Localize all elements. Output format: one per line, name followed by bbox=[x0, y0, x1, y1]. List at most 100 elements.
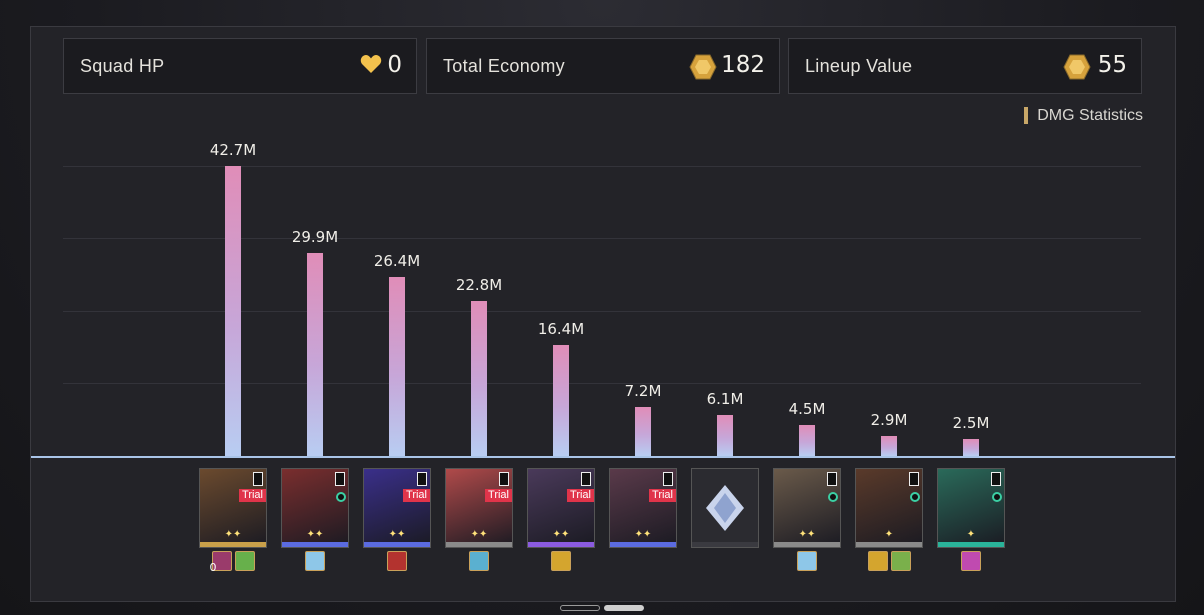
unit-card[interactable]: Trial ✦✦ bbox=[445, 468, 513, 548]
eidolon-icon bbox=[581, 472, 591, 486]
grid-line bbox=[63, 311, 1141, 312]
grid-line bbox=[63, 166, 1141, 167]
damage-bar bbox=[307, 252, 323, 456]
damage-value-label: 2.9M bbox=[870, 411, 908, 430]
damage-bar bbox=[635, 407, 651, 456]
unit-card[interactable]: ✦✦ bbox=[773, 468, 841, 548]
star-rating: ✦ bbox=[966, 529, 976, 540]
equipment-icon[interactable] bbox=[890, 551, 911, 571]
rarity-stripe bbox=[282, 542, 348, 547]
equipment-icon[interactable] bbox=[551, 551, 571, 571]
total-economy-label: Total Economy bbox=[443, 56, 565, 76]
damage-value-label: 22.8M bbox=[455, 276, 503, 295]
equipment-icon[interactable] bbox=[469, 551, 489, 571]
ring-icon bbox=[828, 492, 838, 502]
damage-bar bbox=[799, 425, 815, 456]
damage-panel: Squad HP 0 Total Economy 182 Lineup Valu… bbox=[30, 26, 1176, 602]
rarity-stripe bbox=[528, 542, 594, 547]
grid-line bbox=[63, 383, 1141, 384]
equipment-icon[interactable] bbox=[387, 551, 407, 571]
star-rating: ✦✦ bbox=[224, 529, 242, 540]
damage-value-label: 42.7M bbox=[209, 141, 257, 159]
trial-badge: Trial bbox=[485, 489, 512, 502]
eidolon-icon bbox=[499, 472, 509, 486]
rarity-stripe bbox=[610, 542, 676, 547]
rarity-stripe bbox=[938, 542, 1004, 547]
damage-value-label: 7.2M bbox=[624, 382, 662, 401]
coin-icon bbox=[689, 54, 717, 85]
trial-badge: Trial bbox=[567, 489, 594, 502]
squad-hp-box: Squad HP 0 bbox=[63, 38, 417, 94]
page-dot[interactable] bbox=[560, 605, 600, 611]
rarity-stripe bbox=[200, 542, 266, 547]
unit-card[interactable]: ✦ bbox=[937, 468, 1005, 548]
heart-icon bbox=[360, 54, 382, 79]
trial-badge: Trial bbox=[239, 489, 266, 502]
grid-line bbox=[63, 238, 1141, 239]
equipment-icon[interactable] bbox=[797, 551, 817, 571]
eidolon-icon bbox=[417, 472, 427, 486]
eidolon-icon bbox=[663, 472, 673, 486]
unit-card[interactable] bbox=[691, 468, 759, 548]
equipment-icon[interactable] bbox=[305, 551, 325, 571]
unit-card[interactable]: Trial ✦✦ bbox=[527, 468, 595, 548]
star-rating: ✦✦ bbox=[798, 529, 816, 540]
damage-bar bbox=[963, 439, 979, 456]
damage-value-label: 16.4M bbox=[537, 319, 585, 338]
equipment-icon[interactable]: 0 bbox=[210, 551, 232, 574]
eidolon-icon bbox=[991, 472, 1001, 486]
damage-bar bbox=[553, 344, 569, 456]
rarity-stripe bbox=[856, 542, 922, 547]
eidolon-icon bbox=[253, 472, 263, 486]
rarity-stripe bbox=[364, 542, 430, 547]
equipment-icon[interactable] bbox=[867, 551, 888, 571]
unit-card[interactable]: Trial ✦✦ bbox=[609, 468, 677, 548]
unit-card[interactable]: ✦ bbox=[855, 468, 923, 548]
trial-badge: Trial bbox=[403, 489, 430, 502]
rarity-stripe bbox=[774, 542, 840, 547]
equipment-icon[interactable] bbox=[961, 551, 981, 571]
equipment-icon[interactable] bbox=[234, 551, 255, 571]
eidolon-icon bbox=[827, 472, 837, 486]
squad-hp-label: Squad HP bbox=[80, 56, 165, 76]
eidolon-icon bbox=[909, 472, 919, 486]
page-dot-active[interactable] bbox=[604, 605, 644, 611]
character-portrait bbox=[692, 469, 758, 547]
ring-icon bbox=[910, 492, 920, 502]
equipment-row: 0 bbox=[210, 551, 255, 574]
damage-bar bbox=[717, 414, 733, 456]
star-rating: ✦✦ bbox=[388, 529, 406, 540]
damage-bar bbox=[389, 276, 405, 456]
unit-card[interactable]: Trial ✦✦ bbox=[199, 468, 267, 548]
star-rating: ✦✦ bbox=[552, 529, 570, 540]
total-economy-value: 182 bbox=[721, 52, 765, 78]
page-indicator bbox=[560, 605, 644, 611]
rarity-stripe bbox=[692, 542, 758, 547]
equipment-row bbox=[551, 551, 571, 573]
damage-value-label: 2.5M bbox=[952, 414, 990, 433]
coin-icon bbox=[1063, 54, 1091, 85]
damage-value-label: 26.4M bbox=[373, 251, 421, 270]
equipment-row bbox=[469, 551, 489, 573]
squad-hp-value: 0 bbox=[387, 52, 402, 78]
equipment-row bbox=[387, 551, 407, 573]
total-economy-box: Total Economy 182 bbox=[426, 38, 780, 94]
ring-icon bbox=[992, 492, 1002, 502]
equipment-row bbox=[305, 551, 325, 573]
eidolon-icon bbox=[335, 472, 345, 486]
star-rating: ✦✦ bbox=[306, 529, 324, 540]
unit-card[interactable]: ✦✦ bbox=[281, 468, 349, 548]
damage-bar bbox=[471, 301, 487, 456]
lineup-value-label: Lineup Value bbox=[805, 56, 913, 76]
unit-card[interactable]: Trial ✦✦ bbox=[363, 468, 431, 548]
lineup-value-box: Lineup Value 55 bbox=[788, 38, 1142, 94]
dmg-statistics-label: DMG Statistics bbox=[1024, 107, 1143, 124]
damage-value-label: 29.9M bbox=[291, 227, 339, 246]
trial-badge: Trial bbox=[649, 489, 676, 502]
damage-value-label: 4.5M bbox=[788, 400, 826, 419]
damage-bar bbox=[225, 166, 241, 456]
star-rating: ✦✦ bbox=[470, 529, 488, 540]
empty-slot-icon bbox=[706, 485, 744, 531]
star-rating: ✦✦ bbox=[634, 529, 652, 540]
equipment-row bbox=[797, 551, 817, 573]
